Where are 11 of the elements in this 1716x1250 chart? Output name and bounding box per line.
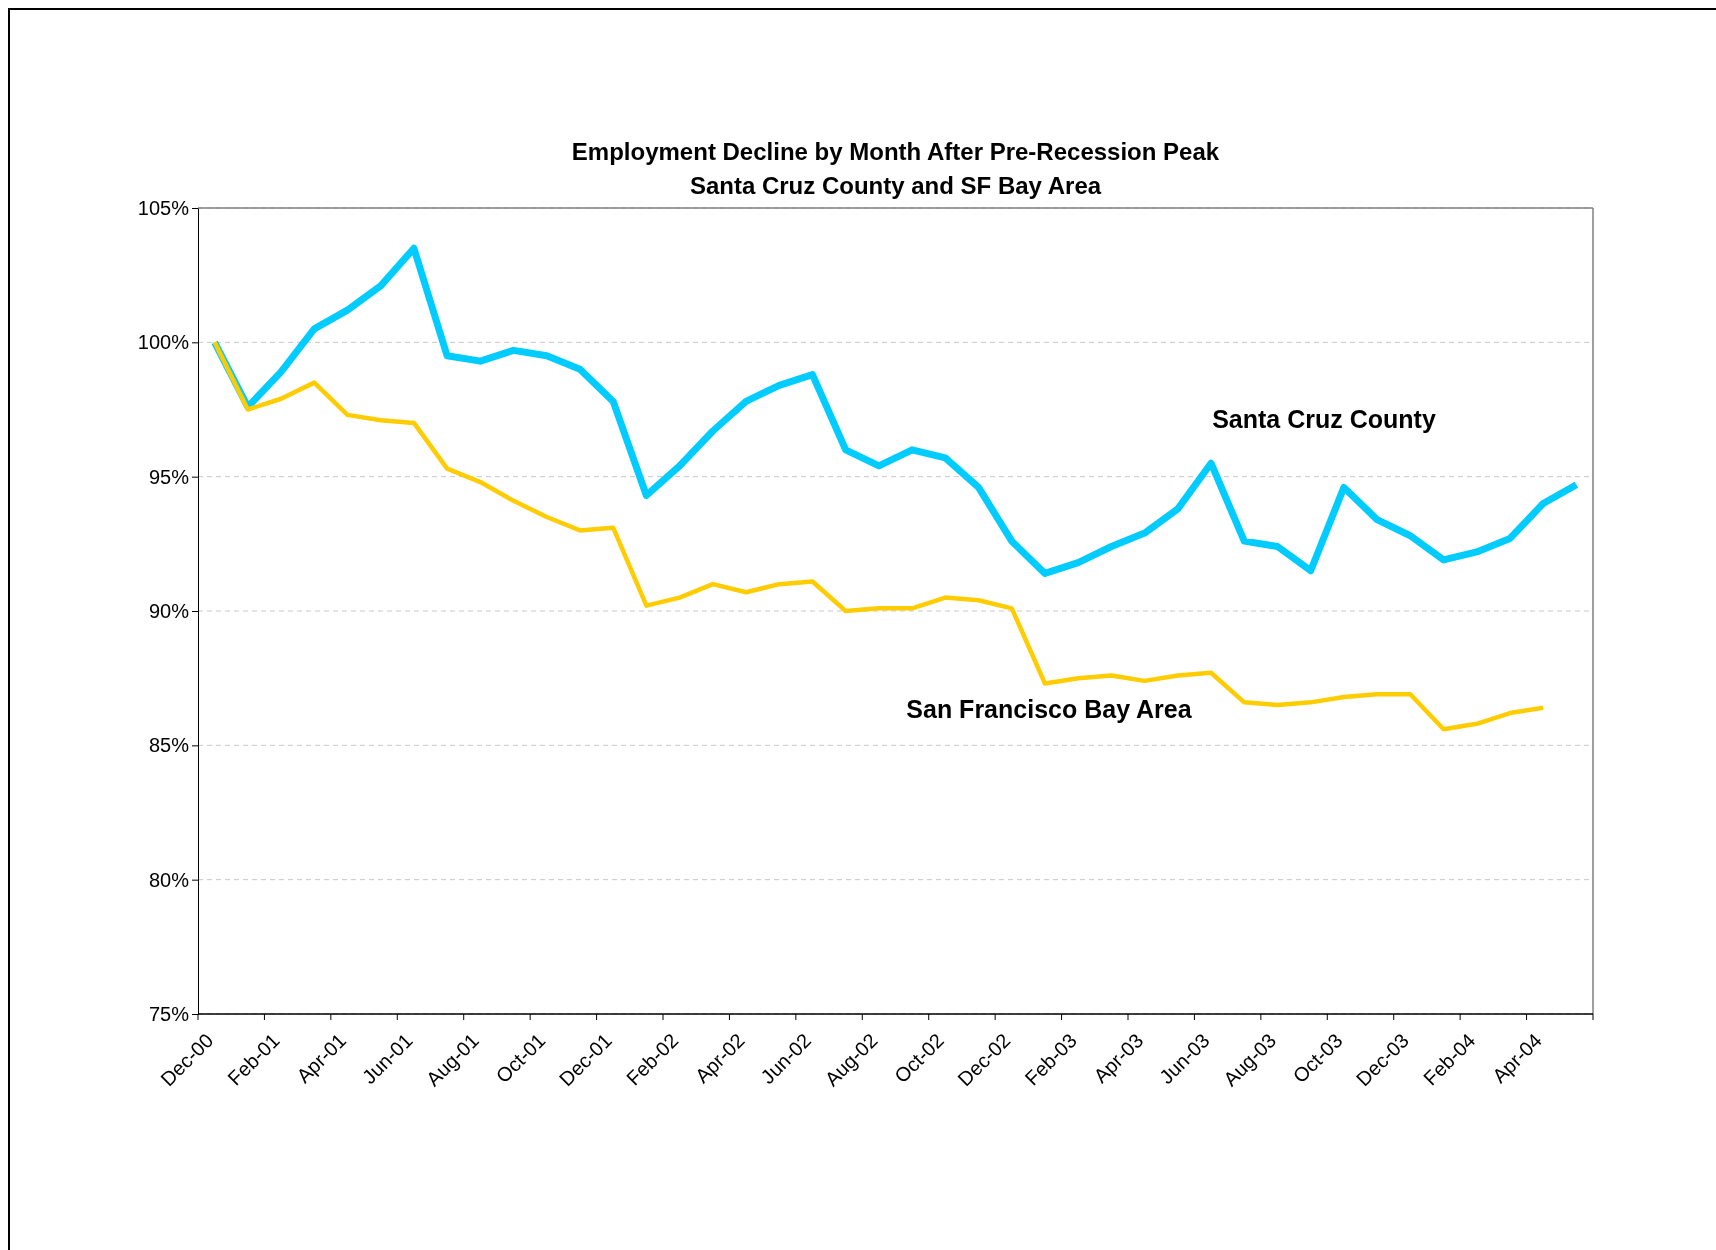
chart-title: Employment Decline by Month After Pre-Recession Peak Santa Cruz County and SF Bay Area — [571, 138, 1220, 199]
series-label: San Francisco Bay Area — [906, 695, 1193, 723]
y-tick-label: 80% — [148, 868, 190, 891]
y-tick-label: 100% — [137, 331, 190, 354]
y-tick-label: 75% — [148, 1002, 190, 1025]
line-series — [212, 340, 1546, 732]
series-label: Santa Cruz County — [1212, 405, 1436, 433]
y-tick-label: 90% — [148, 599, 190, 622]
y-tick-label: 85% — [148, 734, 190, 757]
y-tick-label: 105% — [137, 196, 190, 219]
y-tick-label: 95% — [148, 465, 190, 488]
